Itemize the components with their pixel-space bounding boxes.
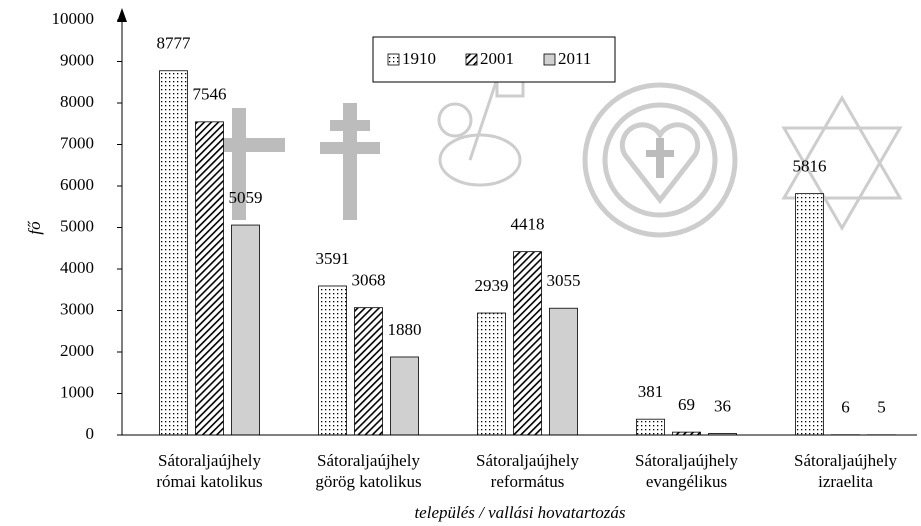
y-tick-label: 10000 xyxy=(52,9,95,28)
x-tick-label: Sátoraljaújhely xyxy=(476,451,579,470)
bar xyxy=(232,225,260,435)
value-label: 69 xyxy=(678,395,695,414)
y-tick-label: 5000 xyxy=(60,216,94,235)
chart: 0 1000 2000 3000 4000 5000 6000 7000 8000 9000 100… xyxy=(0,0,921,526)
y-tick-label: 7000 xyxy=(60,133,94,152)
x-axis-title: település / vallási hovatartozás xyxy=(414,503,625,522)
x-tick-label: Sátoraljaújhely xyxy=(158,451,261,470)
x-tick-label: római katolikus xyxy=(156,472,262,491)
y-tick-label: 8000 xyxy=(60,92,94,111)
value-label: 3591 xyxy=(316,249,350,268)
bar xyxy=(478,313,506,435)
x-tick-label: református xyxy=(491,472,565,491)
bar xyxy=(355,308,383,435)
x-tick-label: görög katolikus xyxy=(315,472,421,491)
bar xyxy=(514,252,542,435)
bar xyxy=(160,71,188,435)
bar xyxy=(637,419,665,435)
value-label: 6 xyxy=(841,398,850,417)
x-tick-label: izraelita xyxy=(818,472,873,491)
bar xyxy=(391,357,419,435)
y-tick-label: 0 xyxy=(86,424,95,443)
y-tick-label: 6000 xyxy=(60,175,94,194)
value-label: 5059 xyxy=(229,188,263,207)
y-tick-label: 1000 xyxy=(60,382,94,401)
legend-label: 2011 xyxy=(558,49,591,68)
y-tick-label: 9000 xyxy=(60,50,94,69)
value-label: 381 xyxy=(638,382,664,401)
bar xyxy=(550,308,578,435)
value-label: 7546 xyxy=(193,85,227,104)
value-label: 3055 xyxy=(547,271,581,290)
legend-swatch xyxy=(388,54,399,65)
y-tick-label: 4000 xyxy=(60,258,94,277)
value-label: 5816 xyxy=(793,157,827,176)
value-label: 8777 xyxy=(157,34,192,53)
y-tick-label: 3000 xyxy=(60,299,94,318)
value-label: 4418 xyxy=(511,215,545,234)
legend-swatch xyxy=(466,54,477,65)
value-label: 5 xyxy=(877,398,886,417)
x-tick-label: Sátoraljaújhely xyxy=(317,451,420,470)
y-tick-label: 2000 xyxy=(60,341,94,360)
value-label: 1880 xyxy=(388,320,422,339)
legend-label: 1910 xyxy=(402,49,436,68)
y-axis-arrow xyxy=(117,8,127,22)
x-tick-label: Sátoraljaújhely xyxy=(794,451,897,470)
page: {"chart_data": {"type": "bar", "y_label"… xyxy=(0,0,921,526)
value-label: 2939 xyxy=(475,276,509,295)
value-label: 36 xyxy=(714,396,731,415)
bar xyxy=(319,286,347,435)
legend-swatch xyxy=(544,54,555,65)
legend-label: 2001 xyxy=(480,49,514,68)
x-tick-label: Sátoraljaújhely xyxy=(635,451,738,470)
bar xyxy=(796,194,824,435)
bar xyxy=(196,122,224,435)
x-tick-label: evangélikus xyxy=(646,472,727,491)
value-label: 3068 xyxy=(352,271,386,290)
y-axis-title: fő xyxy=(25,220,44,235)
